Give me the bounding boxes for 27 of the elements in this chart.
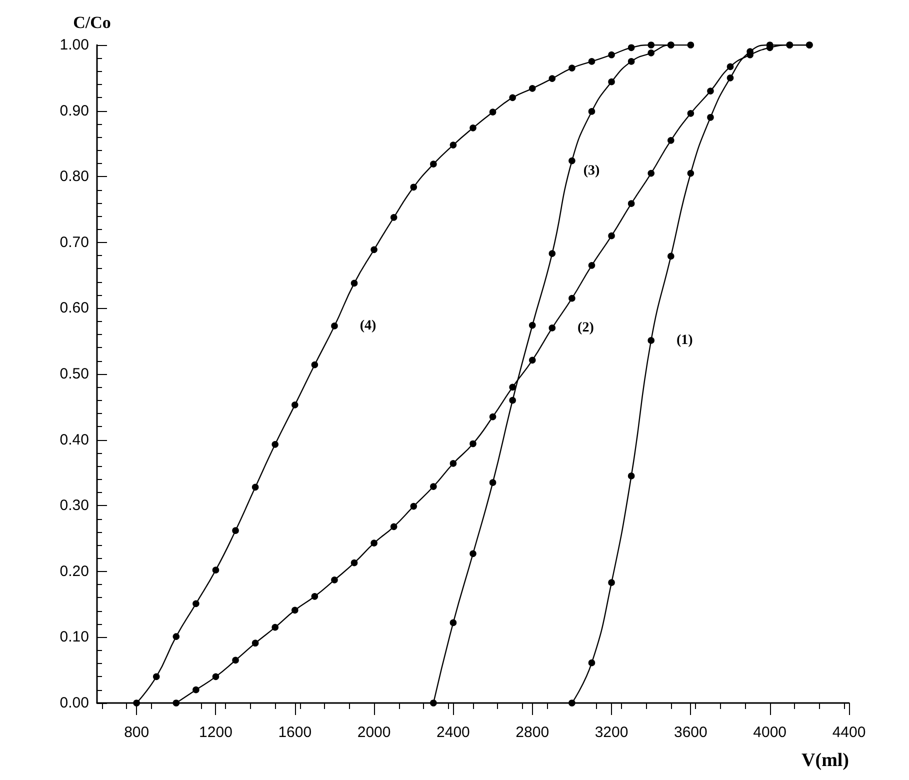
y-tick-label: 1.00 [60,36,89,54]
y-tick-label: 0.50 [60,366,89,382]
x-tick-label: 2400 [436,724,470,741]
x-tick-label: 2000 [357,724,391,741]
x-tick-label: 2800 [516,724,550,741]
series-label: (1) [676,332,694,348]
x-tick-label: 3200 [594,724,628,741]
y-tick-label: 0.90 [60,102,89,120]
y-tick-label: 0.00 [60,694,89,712]
x-axis-title: V(ml) [802,750,849,771]
x-tick-label: 3600 [674,724,708,741]
y-tick-label: 0.10 [60,628,89,646]
series-label: (3) [583,163,600,178]
y-tick-label: 0.20 [60,562,89,580]
x-tick-label: 1200 [199,724,232,741]
x-tick-label: 4400 [832,724,866,741]
y-tick-label: 0.30 [60,497,89,514]
y-tick-label: 0.70 [60,234,89,251]
x-tick-label: 1600 [278,724,312,741]
series-label: (4) [360,318,377,334]
x-tick-label: 4000 [753,724,787,741]
y-tick-label: 0.80 [60,168,89,186]
series-label: (2) [578,320,594,336]
y-tick-label: 0.60 [60,300,89,317]
y-tick-label: 0.40 [60,431,89,448]
y-axis-title: C/Co [73,13,111,32]
x-tick-label: 800 [124,724,150,741]
